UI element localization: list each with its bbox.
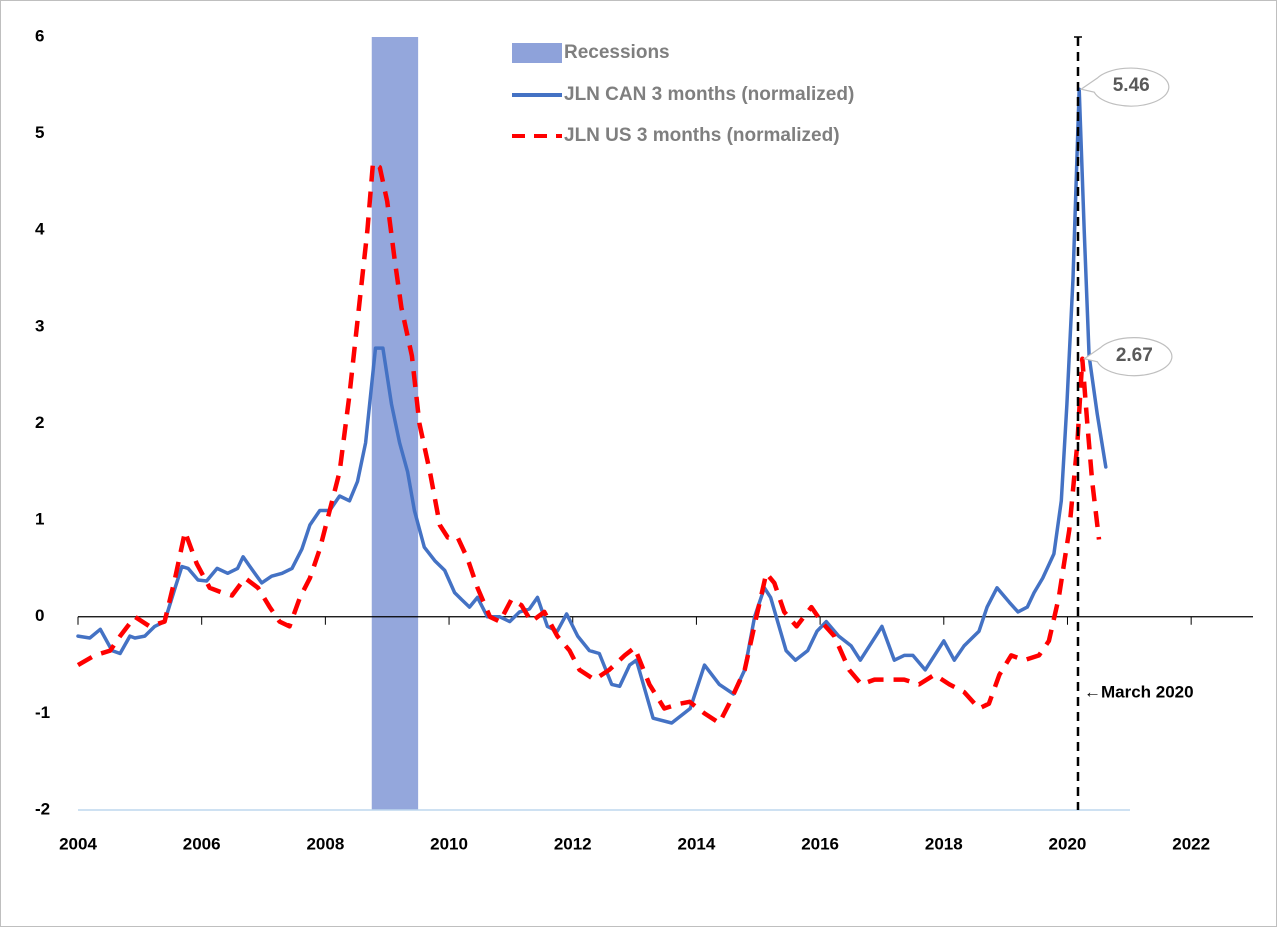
legend-label: JLN CAN 3 months (normalized) bbox=[564, 84, 854, 105]
y-tick-label: 1 bbox=[35, 510, 44, 529]
series-line bbox=[76, 160, 1102, 726]
event-label: ←March 2020 bbox=[1084, 682, 1194, 701]
x-tick-label: 2016 bbox=[801, 834, 839, 853]
callout: 5.46 bbox=[1079, 67, 1170, 107]
callout-label: 2.67 bbox=[1116, 345, 1153, 366]
y-tick-label: 3 bbox=[35, 316, 44, 335]
x-tick-label: 2020 bbox=[1049, 834, 1087, 853]
x-tick-label: 2004 bbox=[59, 834, 97, 853]
x-tick-label: 2012 bbox=[554, 834, 592, 853]
callout-label: 5.46 bbox=[1113, 75, 1150, 96]
x-tick-label: 2006 bbox=[183, 834, 221, 853]
callout-bubble bbox=[1082, 337, 1173, 377]
y-tick-label: 6 bbox=[35, 26, 44, 45]
callout-bubble bbox=[1079, 67, 1170, 107]
y-tick-label: -2 bbox=[35, 799, 50, 818]
legend-label: Recessions bbox=[564, 42, 670, 63]
y-tick-label: -1 bbox=[35, 703, 50, 722]
x-tick-label: 2008 bbox=[306, 834, 344, 853]
y-tick-label: 0 bbox=[35, 606, 44, 625]
y-tick-label: 4 bbox=[35, 220, 45, 239]
x-tick-label: 2010 bbox=[430, 834, 468, 853]
legend: Recessions JLN CAN 3 months (normalized)… bbox=[512, 42, 854, 146]
callout: 2.67 bbox=[1082, 337, 1173, 377]
x-tick-label: 2018 bbox=[925, 834, 963, 853]
legend-label: JLN US 3 months (normalized) bbox=[564, 125, 840, 146]
y-tick-label: 5 bbox=[35, 123, 44, 142]
x-tick-label: 2014 bbox=[678, 834, 716, 853]
legend-swatch bbox=[512, 43, 562, 63]
y-tick-label: 2 bbox=[35, 413, 44, 432]
x-tick-label: 2022 bbox=[1172, 834, 1210, 853]
series-line bbox=[76, 87, 1108, 725]
